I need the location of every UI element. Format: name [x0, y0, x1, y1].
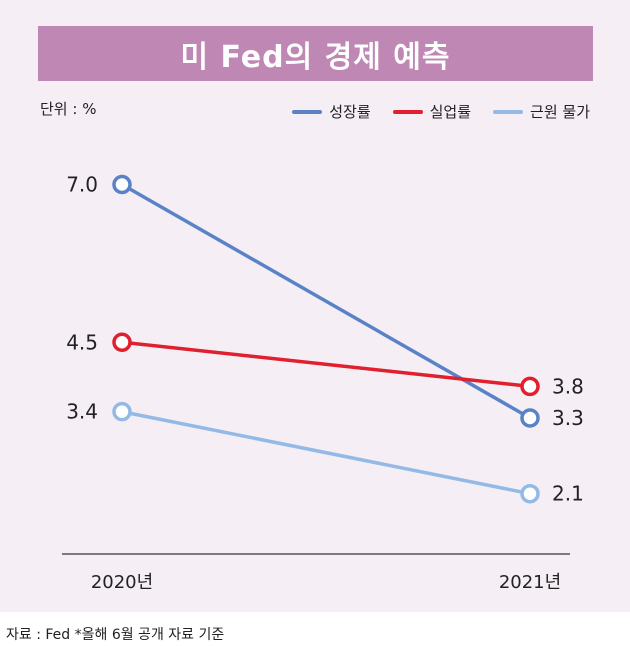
chart-plot: 2020년 2021년 7.0 3.3 4.5 3.8 3.4 2.1: [62, 173, 584, 593]
chart-title: 미 Fed의 경제 예측: [180, 39, 451, 75]
legend-swatch: [292, 109, 323, 114]
chart-panel: 미 Fed의 경제 예측 단위 : % 성장률 실업률 근원 물가 2020년 202…: [0, 0, 630, 612]
data-point: [112, 174, 132, 195]
series-line-2: [121, 409, 531, 496]
data-point: [112, 332, 132, 352]
legend-label: 성장률: [329, 103, 371, 121]
data-point: [112, 401, 132, 422]
data-label: 3.4: [66, 400, 98, 424]
data-point: [520, 483, 540, 504]
data-label: 2.1: [552, 482, 584, 506]
legend-item-1: 실업률: [392, 101, 472, 122]
x-tick-label: 2021년: [499, 572, 561, 593]
legend-swatch: [493, 109, 524, 114]
data-point: [520, 408, 540, 428]
source-note: 자료 : Fed *올해 6월 공개 자료 기준: [6, 627, 225, 643]
data-label: 3.8: [552, 374, 584, 398]
data-label: 4.5: [66, 330, 98, 354]
title-bar: 미 Fed의 경제 예측: [38, 26, 593, 81]
legend-swatch: [392, 109, 423, 114]
legend: 성장률 실업률 근원 물가: [292, 101, 590, 122]
legend-label: 실업률: [429, 103, 472, 121]
data-label: 3.3: [552, 406, 584, 430]
legend-item-2: 근원 물가: [493, 101, 590, 122]
series-line-0: [121, 182, 531, 420]
series-line-1: [121, 340, 531, 389]
unit-label: 단위 : %: [40, 100, 97, 118]
data-label: 7.0: [66, 173, 98, 197]
legend-item-0: 성장률: [292, 101, 371, 122]
legend-label: 근원 물가: [530, 103, 590, 121]
x-tick-label: 2020년: [91, 572, 153, 593]
data-point: [520, 376, 540, 397]
